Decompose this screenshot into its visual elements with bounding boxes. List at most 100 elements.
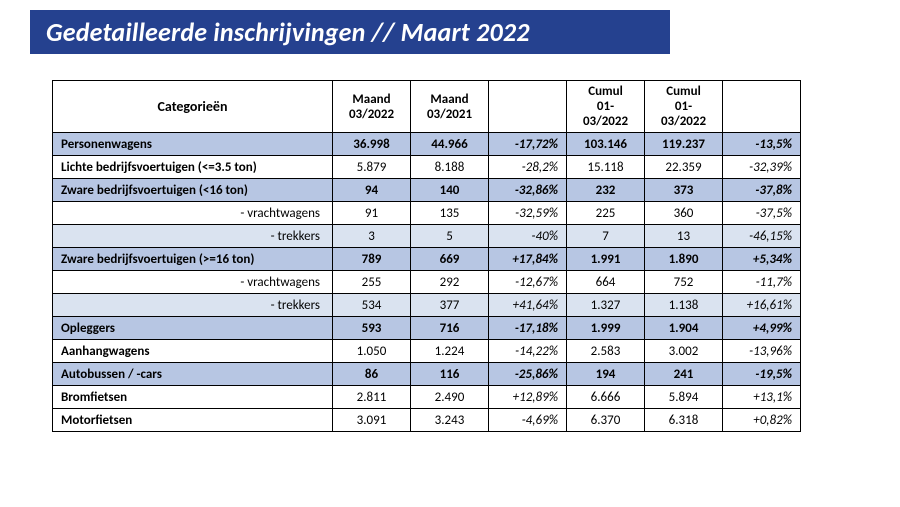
cell-month-pct: -32,59% [489, 202, 567, 225]
table-row: Bromfietsen2.8112.490+12,89%6.6665.894+1… [53, 386, 801, 409]
cell-month-2021: 2.490 [411, 386, 489, 409]
table-row: - trekkers35-40%713-46,15% [53, 225, 801, 248]
cell-cumul-2022: 664 [567, 271, 645, 294]
cell-month-pct: +12,89% [489, 386, 567, 409]
cell-month-pct: -32,86% [489, 179, 567, 202]
cell-month-2022: 5.879 [333, 156, 411, 179]
cell-month-2022: 534 [333, 294, 411, 317]
cell-cumul-2022: 2.583 [567, 340, 645, 363]
cell-month-2022: 3.091 [333, 409, 411, 432]
cell-month-2022: 94 [333, 179, 411, 202]
cell-category: - trekkers [53, 225, 333, 248]
cell-month-2021: 716 [411, 317, 489, 340]
cell-cumul-2021: 1.890 [645, 248, 723, 271]
cell-cumul-pct: -11,7% [723, 271, 801, 294]
cell-cumul-2022: 6.666 [567, 386, 645, 409]
cell-cumul-pct: +0,82% [723, 409, 801, 432]
cell-cumul-pct: -13,5% [723, 133, 801, 156]
cell-month-2021: 8.188 [411, 156, 489, 179]
col-header-category: Categorieën [53, 81, 333, 133]
cell-cumul-2022: 225 [567, 202, 645, 225]
table-row: - vrachtwagens255292-12,67%664752-11,7% [53, 271, 801, 294]
table-body: Personenwagens36.99844.966-17,72%103.146… [53, 133, 801, 432]
cell-category: Autobussen / -cars [53, 363, 333, 386]
cell-month-2022: 593 [333, 317, 411, 340]
cell-month-2022: 255 [333, 271, 411, 294]
cell-month-2022: 3 [333, 225, 411, 248]
cell-month-2022: 36.998 [333, 133, 411, 156]
cell-cumul-2022: 1.999 [567, 317, 645, 340]
cell-month-pct: -14,22% [489, 340, 567, 363]
cell-category: Bromfietsen [53, 386, 333, 409]
cell-category: Opleggers [53, 317, 333, 340]
cell-cumul-2021: 360 [645, 202, 723, 225]
cell-category: Zware bedrijfsvoertuigen (>=16 ton) [53, 248, 333, 271]
cell-category: - trekkers [53, 294, 333, 317]
table-row: Zware bedrijfsvoertuigen (>=16 ton)78966… [53, 248, 801, 271]
cell-cumul-pct: -19,5% [723, 363, 801, 386]
table-row: Motorfietsen3.0913.243-4,69%6.3706.318+0… [53, 409, 801, 432]
table-row: - vrachtwagens91135-32,59%225360-37,5% [53, 202, 801, 225]
cell-month-2021: 669 [411, 248, 489, 271]
cell-month-2021: 377 [411, 294, 489, 317]
cell-cumul-pct: -37,5% [723, 202, 801, 225]
col-header-month-pct [489, 81, 567, 133]
page-title: Gedetailleerde inschrijvingen // Maart 2… [46, 16, 530, 48]
cell-cumul-2022: 6.370 [567, 409, 645, 432]
cell-cumul-2022: 1.991 [567, 248, 645, 271]
cell-cumul-2021: 373 [645, 179, 723, 202]
cell-cumul-2021: 752 [645, 271, 723, 294]
table-row: Aanhangwagens1.0501.224-14,22%2.5833.002… [53, 340, 801, 363]
cell-cumul-pct: -32,39% [723, 156, 801, 179]
cell-month-2021: 3.243 [411, 409, 489, 432]
cell-cumul-pct: +4,99% [723, 317, 801, 340]
cell-cumul-2022: 1.327 [567, 294, 645, 317]
cell-category: Lichte bedrijfsvoertuigen (<=3.5 ton) [53, 156, 333, 179]
cell-cumul-2022: 15.118 [567, 156, 645, 179]
cell-month-2022: 86 [333, 363, 411, 386]
cell-category: - vrachtwagens [53, 202, 333, 225]
cell-month-2021: 5 [411, 225, 489, 248]
cell-month-pct: +17,84% [489, 248, 567, 271]
table-row: Personenwagens36.99844.966-17,72%103.146… [53, 133, 801, 156]
cell-category: Motorfietsen [53, 409, 333, 432]
cell-cumul-pct: +16,61% [723, 294, 801, 317]
cell-cumul-2021: 6.318 [645, 409, 723, 432]
table-row: Opleggers593716-17,18%1.9991.904+4,99% [53, 317, 801, 340]
cell-month-pct: -28,2% [489, 156, 567, 179]
cell-category: Zware bedrijfsvoertuigen (<16 ton) [53, 179, 333, 202]
cell-month-pct: -4,69% [489, 409, 567, 432]
cell-month-pct: -25,86% [489, 363, 567, 386]
cell-month-2021: 135 [411, 202, 489, 225]
cell-month-pct: -12,67% [489, 271, 567, 294]
cell-category: - vrachtwagens [53, 271, 333, 294]
cell-cumul-pct: +5,34% [723, 248, 801, 271]
table-row: Lichte bedrijfsvoertuigen (<=3.5 ton)5.8… [53, 156, 801, 179]
col-header-month-2022: Maand03/2022 [333, 81, 411, 133]
cell-month-pct: -17,18% [489, 317, 567, 340]
cell-cumul-pct: -46,15% [723, 225, 801, 248]
col-header-cumul-pct [723, 81, 801, 133]
cell-month-pct: -17,72% [489, 133, 567, 156]
cell-cumul-2022: 232 [567, 179, 645, 202]
title-bar: Gedetailleerde inschrijvingen // Maart 2… [30, 10, 670, 54]
cell-cumul-2021: 241 [645, 363, 723, 386]
table-row: Autobussen / -cars86116-25,86%194241-19,… [53, 363, 801, 386]
col-header-cumul-2021: Cumul01-03/2022 [645, 81, 723, 133]
cell-month-2022: 1.050 [333, 340, 411, 363]
table-header-row: Categorieën Maand03/2022 Maand03/2021 Cu… [53, 81, 801, 133]
page-root: Gedetailleerde inschrijvingen // Maart 2… [0, 0, 900, 507]
col-header-cumul-2022: Cumul01-03/2022 [567, 81, 645, 133]
cell-cumul-2021: 1.904 [645, 317, 723, 340]
cell-cumul-2022: 7 [567, 225, 645, 248]
cell-month-2021: 1.224 [411, 340, 489, 363]
cell-month-2022: 2.811 [333, 386, 411, 409]
cell-cumul-pct: +13,1% [723, 386, 801, 409]
cell-cumul-2021: 3.002 [645, 340, 723, 363]
cell-cumul-2021: 5.894 [645, 386, 723, 409]
cell-cumul-2022: 103.146 [567, 133, 645, 156]
cell-cumul-2021: 13 [645, 225, 723, 248]
cell-category: Personenwagens [53, 133, 333, 156]
cell-cumul-2021: 22.359 [645, 156, 723, 179]
cell-cumul-2022: 194 [567, 363, 645, 386]
